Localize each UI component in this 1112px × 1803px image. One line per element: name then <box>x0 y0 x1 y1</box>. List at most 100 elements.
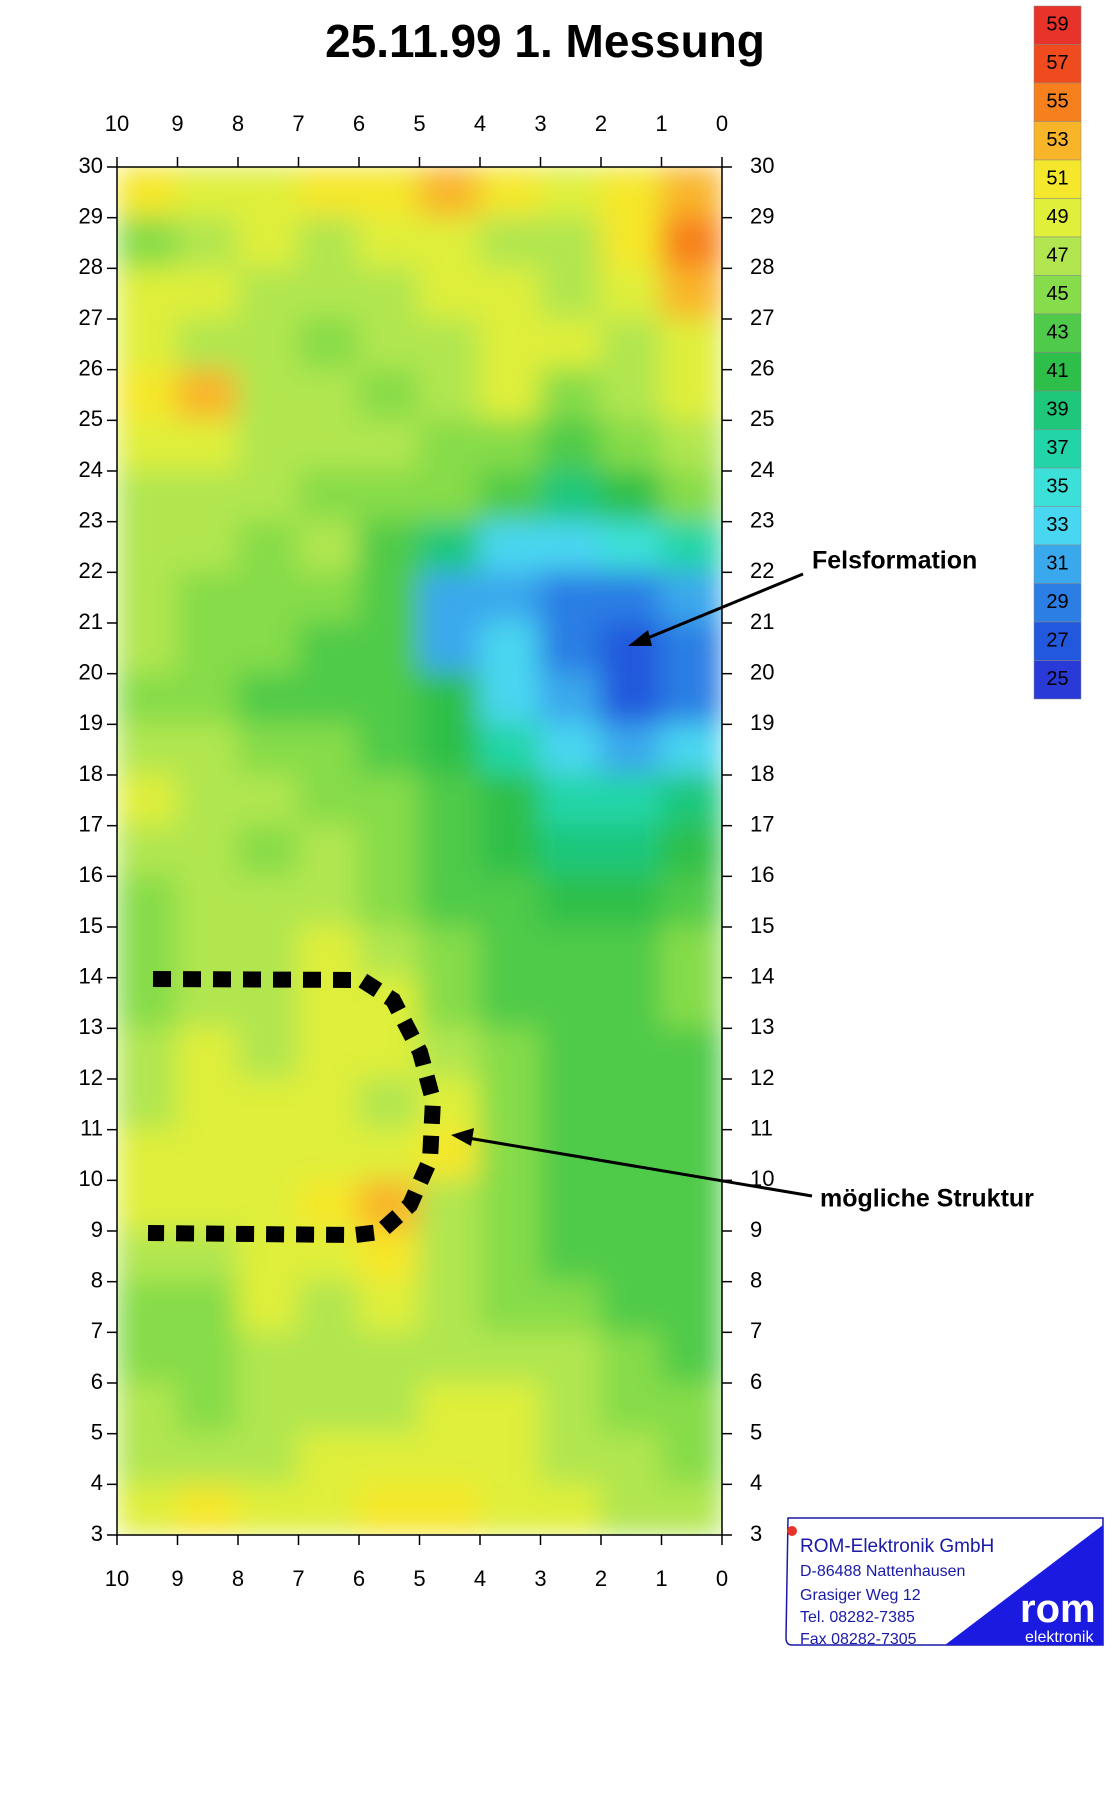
heat-cell <box>600 1129 663 1182</box>
heat-cell <box>661 419 724 472</box>
heat-cell <box>358 166 421 219</box>
x-tick-label: 7 <box>292 1566 304 1591</box>
brand: rom <box>1020 1587 1096 1631</box>
x-tick-label: 3 <box>534 1566 546 1591</box>
heat-cell <box>479 774 542 827</box>
y-tick-label: 18 <box>79 761 103 786</box>
heat-cell <box>419 521 482 574</box>
heat-cell <box>116 875 179 928</box>
y-tick-label: 12 <box>79 1065 103 1090</box>
y-tick-label: 16 <box>750 862 774 887</box>
heat-cell <box>177 1483 240 1536</box>
y-tick-label: 21 <box>79 609 103 634</box>
heat-cell <box>237 419 300 472</box>
y-tick-label: 14 <box>79 963 103 988</box>
heat-cell <box>298 217 361 270</box>
heat-cell <box>358 267 421 320</box>
heat-cell <box>116 571 179 624</box>
heat-cell <box>358 318 421 371</box>
heat-cell <box>479 1331 542 1384</box>
heat-cell <box>479 1281 542 1334</box>
heat-cell <box>540 470 603 523</box>
heat-cell <box>600 571 663 624</box>
heat-cell <box>358 723 421 776</box>
heatmap-cells <box>116 166 723 1536</box>
heat-cell <box>661 1230 724 1283</box>
heat-cell <box>116 926 179 979</box>
y-tick-label: 22 <box>79 558 103 583</box>
x-tick-label: 0 <box>716 1566 728 1591</box>
heat-cell <box>116 774 179 827</box>
heat-cell <box>540 673 603 726</box>
heat-cell <box>479 1129 542 1182</box>
heat-cell <box>177 521 240 574</box>
heat-cell <box>540 1078 603 1131</box>
heat-cell <box>600 1230 663 1283</box>
y-tick-label: 7 <box>91 1318 103 1343</box>
heat-cell <box>358 1078 421 1131</box>
company-box: ROM-Elektronik GmbH D-86488 Nattenhausen… <box>786 1518 1103 1648</box>
y-tick-label: 8 <box>91 1267 103 1292</box>
heat-cell <box>177 1129 240 1182</box>
heat-cell <box>237 470 300 523</box>
x-tick-label: 9 <box>171 1566 183 1591</box>
heat-cell <box>419 571 482 624</box>
heat-cell <box>116 723 179 776</box>
y-tick-label: 16 <box>79 862 103 887</box>
heat-cell <box>177 926 240 979</box>
heat-cell <box>600 774 663 827</box>
heat-cell <box>540 1331 603 1384</box>
heat-cell <box>419 217 482 270</box>
legend-label: 43 <box>1046 322 1068 344</box>
heat-cell <box>237 1179 300 1232</box>
heat-cell <box>419 1179 482 1232</box>
heat-cell <box>237 673 300 726</box>
heat-cell <box>479 977 542 1030</box>
heat-cell <box>116 1433 179 1486</box>
heat-cell <box>177 1382 240 1435</box>
heat-cell <box>177 774 240 827</box>
heat-cell <box>540 875 603 928</box>
y-tick-label: 25 <box>79 406 103 431</box>
heat-cell <box>237 369 300 422</box>
heat-cell <box>358 369 421 422</box>
heat-cell <box>116 318 179 371</box>
heat-cell <box>298 926 361 979</box>
heat-cell <box>479 166 542 219</box>
heat-cell <box>116 1483 179 1536</box>
legend-label: 33 <box>1046 514 1068 536</box>
heat-cell <box>479 1433 542 1486</box>
heat-cell <box>540 1382 603 1435</box>
y-tick-label: 9 <box>750 1217 762 1242</box>
heat-cell <box>419 875 482 928</box>
heat-cell <box>419 723 482 776</box>
y-tick-label: 4 <box>91 1470 103 1495</box>
x-tick-label: 10 <box>105 1566 129 1591</box>
heat-cell <box>600 419 663 472</box>
y-tick-label: 17 <box>79 811 103 836</box>
heat-cell <box>298 318 361 371</box>
y-tick-label: 24 <box>750 457 774 482</box>
heat-cell <box>479 1179 542 1232</box>
x-tick-label: 10 <box>105 111 129 136</box>
heat-cell <box>600 1027 663 1080</box>
heat-cell <box>177 723 240 776</box>
heat-cell <box>661 875 724 928</box>
heat-cell <box>116 217 179 270</box>
heat-cell <box>177 267 240 320</box>
heat-cell <box>479 673 542 726</box>
heat-cell <box>177 369 240 422</box>
heat-cell <box>600 1331 663 1384</box>
heat-cell <box>540 419 603 472</box>
heat-cell <box>419 369 482 422</box>
heat-cell <box>479 369 542 422</box>
heat-cell <box>177 825 240 878</box>
heat-cell <box>419 1331 482 1384</box>
x-tick-label: 3 <box>534 111 546 136</box>
heat-cell <box>419 673 482 726</box>
heat-cell <box>358 470 421 523</box>
heat-cell <box>358 1382 421 1435</box>
heat-cell <box>661 1331 724 1384</box>
heat-cell <box>177 1179 240 1232</box>
heat-cell <box>479 1230 542 1283</box>
